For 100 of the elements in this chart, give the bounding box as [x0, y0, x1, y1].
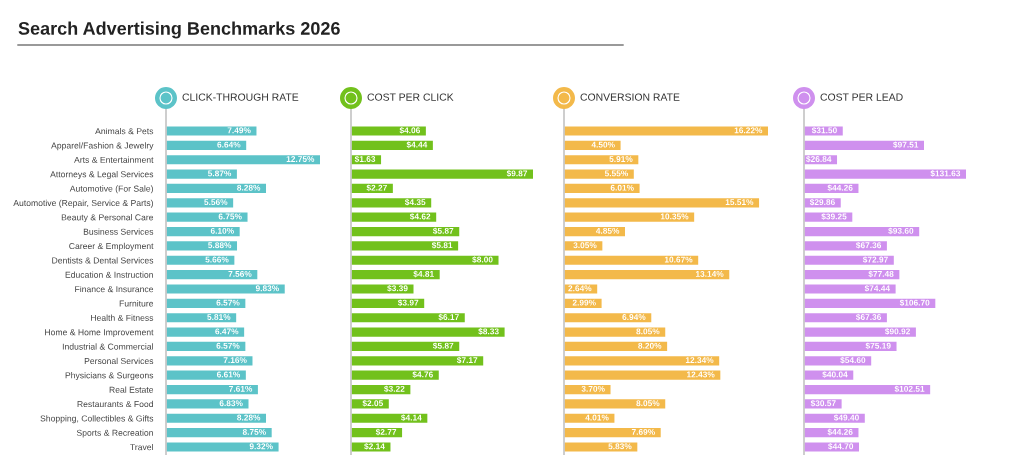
bar — [166, 183, 267, 194]
y-tick-label: Shopping, Collectibles & Gifts — [40, 415, 154, 424]
bar — [166, 284, 285, 294]
data-label: 4.50% — [591, 141, 615, 148]
data-label: $44.70 — [828, 442, 854, 450]
bar — [351, 313, 465, 323]
bar — [351, 270, 440, 280]
data-label: $67.36 — [855, 313, 882, 321]
data-label: $44.26 — [827, 184, 853, 192]
bar — [564, 399, 666, 409]
data-label: $72.97 — [862, 256, 888, 264]
data-label: $40.04 — [822, 371, 848, 378]
data-label: 8.75% — [242, 428, 266, 435]
chart-title: Search Advertising Benchmarks 2026 — [18, 21, 340, 39]
data-label: $93.60 — [888, 227, 914, 235]
y-tick-label: Home & Home Improvement — [45, 329, 154, 337]
data-label: 6.57% — [216, 299, 240, 306]
data-label: $39.25 — [821, 213, 847, 220]
bar — [351, 212, 437, 222]
data-label: 6.10% — [210, 227, 234, 234]
data-label: 6.61% — [216, 371, 241, 378]
bar — [351, 169, 533, 179]
bar — [564, 255, 699, 265]
data-label: $2.77 — [375, 428, 397, 436]
bar — [166, 169, 237, 179]
data-label: 5.91% — [609, 156, 633, 162]
data-label: 6.64% — [217, 141, 241, 148]
chart-subtitle: COST PER CLICK — [367, 93, 454, 101]
data-label: 7.56% — [228, 270, 252, 277]
bar — [564, 126, 768, 136]
data-label: $97.51 — [893, 141, 919, 149]
y-tick-label: Arts & Entertainment — [74, 156, 154, 163]
data-label: $4.44 — [406, 141, 428, 149]
bar — [166, 327, 245, 337]
data-label: 6.57% — [216, 342, 240, 349]
data-label: $4.76 — [412, 371, 433, 378]
data-label: $102.51 — [894, 385, 925, 393]
bar — [351, 140, 433, 150]
bar — [351, 399, 389, 409]
data-label: 7.16% — [223, 357, 247, 364]
bar — [351, 356, 484, 366]
bar — [166, 428, 272, 438]
data-label: 10.67% — [664, 256, 693, 263]
data-label: 7.49% — [227, 127, 251, 134]
bar — [564, 270, 730, 280]
bar — [804, 226, 920, 237]
data-label: $3.22 — [384, 385, 405, 393]
chart-subtitle: CLICK-THROUGH RATE — [182, 93, 299, 101]
data-label: $2.14 — [364, 442, 385, 450]
y-tick-label: Health & Fitness — [91, 314, 154, 321]
data-label: 9.83% — [255, 285, 279, 292]
bar — [351, 255, 499, 265]
y-tick-label: Attorneys & Legal Services — [50, 170, 154, 179]
bar — [166, 155, 320, 165]
data-label: 2.64% — [568, 285, 592, 292]
data-label: 7.69% — [631, 428, 655, 435]
data-label: 12.43% — [687, 371, 715, 378]
data-label: $7.17 — [456, 356, 478, 364]
chart-subtitle: CONVERSION RATE — [580, 93, 680, 101]
data-label: $90.92 — [884, 328, 911, 335]
bar — [166, 442, 279, 452]
bar — [166, 413, 267, 423]
data-label: 10.35% — [660, 213, 689, 220]
y-tick-label: Apparel/Fashion & Jewelry — [51, 142, 154, 151]
data-label: $131.63 — [930, 170, 961, 177]
data-label: $3.39 — [387, 284, 408, 292]
y-tick-label: Beauty & Personal Care — [61, 214, 154, 223]
data-label: $9.87 — [506, 170, 528, 177]
data-label: 5.83% — [608, 443, 632, 450]
y-tick-label: Restaurants & Food — [77, 400, 153, 408]
data-label: 13.14% — [695, 270, 724, 277]
data-label: $4.14 — [401, 414, 422, 422]
data-label: 8.28% — [237, 414, 261, 421]
data-label: 12.75% — [286, 156, 315, 162]
bar — [166, 270, 258, 280]
bar — [804, 298, 936, 308]
data-label: $8.00 — [472, 256, 493, 264]
bar — [351, 327, 505, 337]
y-tick-label: Business Services — [83, 228, 154, 235]
y-tick-label: Career & Employment — [69, 242, 154, 251]
data-label: 8.05% — [636, 328, 660, 335]
data-label: $26.84 — [806, 155, 832, 163]
y-tick-label: Finance & Insurance — [75, 285, 154, 293]
bar — [804, 327, 916, 337]
bar — [351, 370, 439, 380]
data-label: $5.87 — [432, 227, 454, 235]
data-label: 2.99% — [572, 299, 596, 306]
data-label: 5.66% — [205, 256, 229, 263]
y-tick-label: Automotive (Repair, Service & Parts) — [13, 199, 153, 208]
data-label: $8.33 — [478, 328, 499, 335]
bar — [564, 212, 695, 222]
data-label: 12.34% — [685, 357, 714, 364]
data-label: $54.60 — [840, 356, 866, 364]
data-label: 5.56% — [204, 199, 228, 206]
bar — [351, 126, 426, 136]
bar — [166, 126, 257, 136]
y-tick-label: Personal Services — [84, 357, 154, 365]
data-label: 4.85% — [595, 227, 620, 234]
data-label: $4.35 — [404, 198, 426, 206]
data-label: 4.01% — [585, 414, 609, 421]
